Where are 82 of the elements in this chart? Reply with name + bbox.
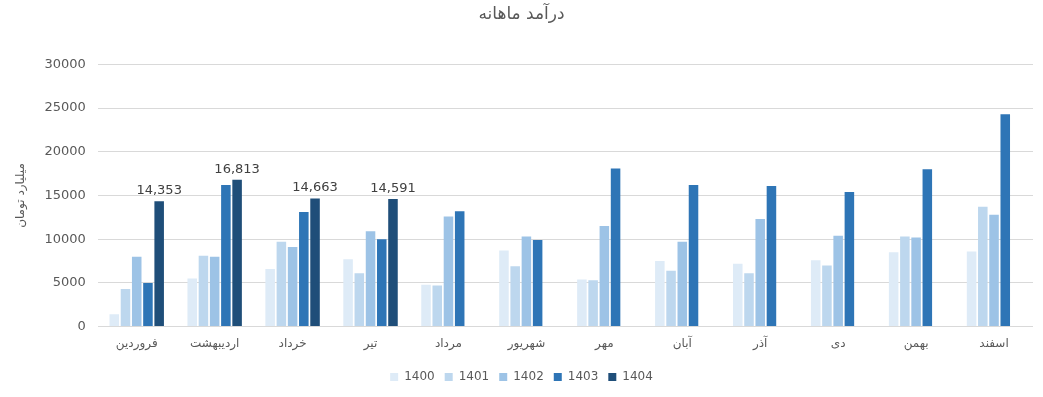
- bar: [610, 168, 621, 327]
- bar: [688, 185, 699, 327]
- x-tick-label: مهر: [594, 335, 614, 351]
- y-tick-label: 10000: [44, 230, 86, 246]
- x-tick-label: شهریور: [506, 335, 546, 351]
- bar: [198, 255, 209, 327]
- bar: [120, 289, 131, 327]
- bar: [844, 192, 855, 327]
- data-label: 14,353: [136, 182, 182, 198]
- x-tick-label: دی: [830, 335, 846, 350]
- bar: [922, 169, 933, 327]
- x-tick-label: آذر: [751, 334, 769, 351]
- bar: [822, 265, 832, 327]
- bar: [421, 284, 431, 327]
- bar: [454, 211, 465, 327]
- bar: [388, 199, 398, 327]
- bar: [310, 198, 320, 327]
- data-label: 14,663: [292, 179, 338, 195]
- y-tick-label: 20000: [44, 143, 86, 159]
- data-label: 14,591: [370, 179, 416, 195]
- bar: [265, 268, 275, 327]
- bar: [577, 279, 587, 327]
- bar: [499, 250, 509, 327]
- bar: [677, 241, 688, 327]
- bar: [365, 231, 376, 327]
- bar: [154, 201, 164, 327]
- y-tick-label: 30000: [44, 55, 86, 71]
- bar: [354, 273, 365, 327]
- bar: [755, 219, 765, 327]
- legend-label: 1403: [567, 369, 599, 384]
- legend-label: 1402: [513, 369, 544, 384]
- bar: [187, 278, 197, 327]
- bar: [232, 179, 242, 327]
- chart-title: درآمد ماهانه: [478, 1, 565, 23]
- data-label: 16,813: [214, 160, 260, 176]
- bar: [588, 280, 598, 327]
- x-tick-label: مرداد: [434, 335, 463, 351]
- bar: [978, 206, 988, 327]
- bar: [599, 226, 610, 327]
- bar: [221, 185, 231, 327]
- bar: [510, 266, 520, 327]
- bar: [733, 263, 743, 327]
- x-tick-label: فروردین: [115, 335, 158, 351]
- bar: [299, 212, 309, 327]
- bar: [833, 235, 843, 327]
- x-tick-label: تیر: [362, 335, 378, 351]
- bar: [655, 261, 665, 327]
- y-tick-label: 15000: [44, 186, 86, 202]
- x-tick-label: آبان: [672, 334, 693, 350]
- bar: [900, 236, 910, 327]
- bar: [1000, 114, 1011, 327]
- bar: [276, 241, 287, 327]
- y-tick-label: 25000: [44, 99, 86, 115]
- legend-label: 1401: [458, 369, 490, 384]
- bar: [209, 256, 220, 327]
- bar: [744, 273, 754, 327]
- x-tick-label: اردیبهشت: [189, 335, 240, 351]
- y-tick-label: 0: [77, 317, 86, 333]
- bar: [966, 251, 977, 327]
- legend-label: 1404: [622, 369, 653, 384]
- bar: [343, 259, 353, 327]
- bar: [376, 239, 387, 327]
- bar: [109, 314, 120, 327]
- bar: [131, 256, 142, 327]
- y-axis-title: میلیارد تومان: [13, 163, 29, 228]
- x-tick-label: خرداد: [278, 335, 307, 351]
- bar: [666, 270, 676, 327]
- bar: [810, 260, 821, 327]
- bar: [532, 240, 543, 327]
- bar: [989, 214, 999, 327]
- bar: [766, 185, 777, 327]
- bar: [521, 236, 532, 327]
- x-tick-label: بهمن: [903, 335, 929, 351]
- bar: [432, 285, 443, 327]
- bar: [443, 216, 454, 327]
- bar: [911, 237, 921, 327]
- bar: [287, 247, 298, 327]
- bar: [143, 282, 153, 327]
- y-tick-label: 5000: [52, 274, 86, 290]
- legend-label: 1400: [404, 369, 435, 384]
- bar: [888, 252, 899, 327]
- x-tick-label: اسفند: [979, 335, 1009, 350]
